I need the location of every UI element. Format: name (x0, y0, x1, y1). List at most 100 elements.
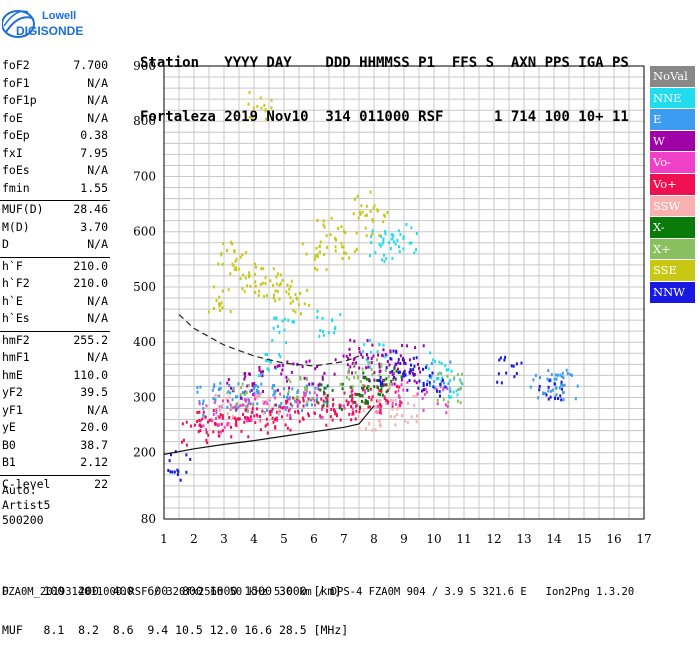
data-point-vo+ (271, 407, 274, 411)
data-point-nnw (415, 356, 418, 360)
data-point-nnw (395, 349, 398, 353)
data-point-sse (373, 204, 376, 208)
data-point-vo+ (185, 443, 188, 447)
data-point-sse (279, 282, 282, 286)
data-point-nnw (404, 373, 407, 377)
data-point-sse (334, 236, 337, 240)
data-point-e (202, 406, 205, 410)
data-point-x+ (436, 398, 439, 402)
data-point-sse (250, 115, 253, 119)
data-point-vo+ (208, 418, 211, 422)
legend-item: X- (650, 217, 695, 238)
data-point-sse (365, 234, 368, 238)
data-point-ssw (358, 426, 361, 430)
param-value: 38.7 (80, 437, 108, 452)
data-point-nne (399, 232, 402, 236)
data-point-x+ (456, 399, 459, 403)
x-tick-label: 16 (606, 532, 621, 546)
data-point-vo+ (217, 430, 220, 434)
data-point-vo+ (269, 409, 272, 413)
data-point-nne (438, 360, 441, 364)
data-point-e (253, 391, 256, 395)
data-point-vo- (319, 415, 322, 419)
data-point-nnw (377, 378, 380, 382)
data-point-sse (278, 297, 281, 301)
data-point-vo+ (326, 404, 329, 408)
data-point-vo+ (325, 409, 328, 413)
data-point-vo+ (265, 417, 268, 421)
data-point-x+ (453, 376, 456, 380)
data-point-sse (343, 251, 346, 255)
data-point-vo+ (400, 401, 403, 405)
data-point-sse (316, 255, 319, 259)
data-point-nnw (179, 478, 182, 482)
data-point-sse (314, 254, 317, 258)
data-point-e (430, 362, 433, 366)
data-point-e (560, 383, 563, 387)
data-point-nnw (547, 397, 550, 401)
data-point-vo- (218, 423, 221, 427)
data-point-nne (319, 328, 322, 332)
data-point-vo+ (202, 410, 205, 414)
data-point-ssw (228, 423, 231, 427)
data-point-vo- (423, 392, 426, 396)
data-point-x- (316, 400, 319, 404)
data-point-sse (372, 206, 375, 210)
data-point-w (252, 392, 255, 396)
data-point-ssw (228, 395, 231, 399)
data-point-vo- (249, 402, 252, 406)
param-value: 0.38 (80, 128, 108, 142)
data-point-vo+ (243, 420, 246, 424)
data-point-w (251, 384, 254, 388)
data-point-sse (253, 262, 256, 266)
data-point-e (532, 378, 535, 382)
param-value: N/A (87, 402, 108, 417)
data-point-ssw (384, 401, 387, 405)
data-point-vo+ (351, 393, 354, 397)
data-point-sse (248, 91, 251, 95)
data-point-sse (270, 106, 273, 110)
data-point-vo- (342, 404, 345, 408)
data-point-e (324, 400, 327, 404)
data-point-x- (362, 371, 365, 375)
data-point-sse (276, 289, 279, 293)
param-label: foF2 (2, 58, 30, 72)
data-point-e (257, 390, 260, 394)
data-point-sse (305, 252, 308, 256)
data-point-vo+ (269, 412, 272, 416)
data-point-vo+ (289, 402, 292, 406)
data-point-x+ (295, 395, 298, 399)
data-point-w (373, 378, 376, 382)
data-point-e (555, 377, 558, 381)
data-point-nnw (399, 362, 402, 366)
data-point-nne (427, 367, 430, 371)
data-point-nne (452, 390, 455, 394)
ionogram-chart: 1 2 3 4 5 6 7 8 9 10 11 12 13 14 15 16 17 80200300400500… (133, 59, 652, 546)
data-point-e (449, 360, 452, 364)
data-point-x- (360, 399, 363, 403)
data-point-nne (369, 338, 372, 342)
data-point-w (251, 382, 254, 386)
param-label: yF2 (2, 385, 23, 399)
data-point-vo+ (207, 433, 210, 437)
data-point-e (310, 403, 313, 407)
data-point-sse (264, 281, 267, 285)
data-point-nne (391, 237, 394, 241)
data-point-nne (370, 241, 373, 245)
data-point-vo+ (352, 400, 355, 404)
data-point-sse (341, 257, 344, 261)
data-point-vo- (321, 415, 324, 419)
data-point-vo- (313, 391, 316, 395)
param-row: C-level 22 (0, 477, 112, 495)
data-point-sse (264, 108, 267, 112)
data-point-x- (364, 401, 367, 405)
data-point-nne (381, 242, 384, 246)
param-label: MUF(D) (2, 202, 44, 216)
data-point-nne (438, 371, 441, 375)
data-point-sse (260, 267, 263, 271)
data-point-vo- (243, 398, 246, 402)
data-point-vo- (406, 380, 409, 384)
data-point-nne (390, 233, 393, 237)
data-point-vo- (229, 403, 232, 407)
param-separator (0, 256, 110, 258)
